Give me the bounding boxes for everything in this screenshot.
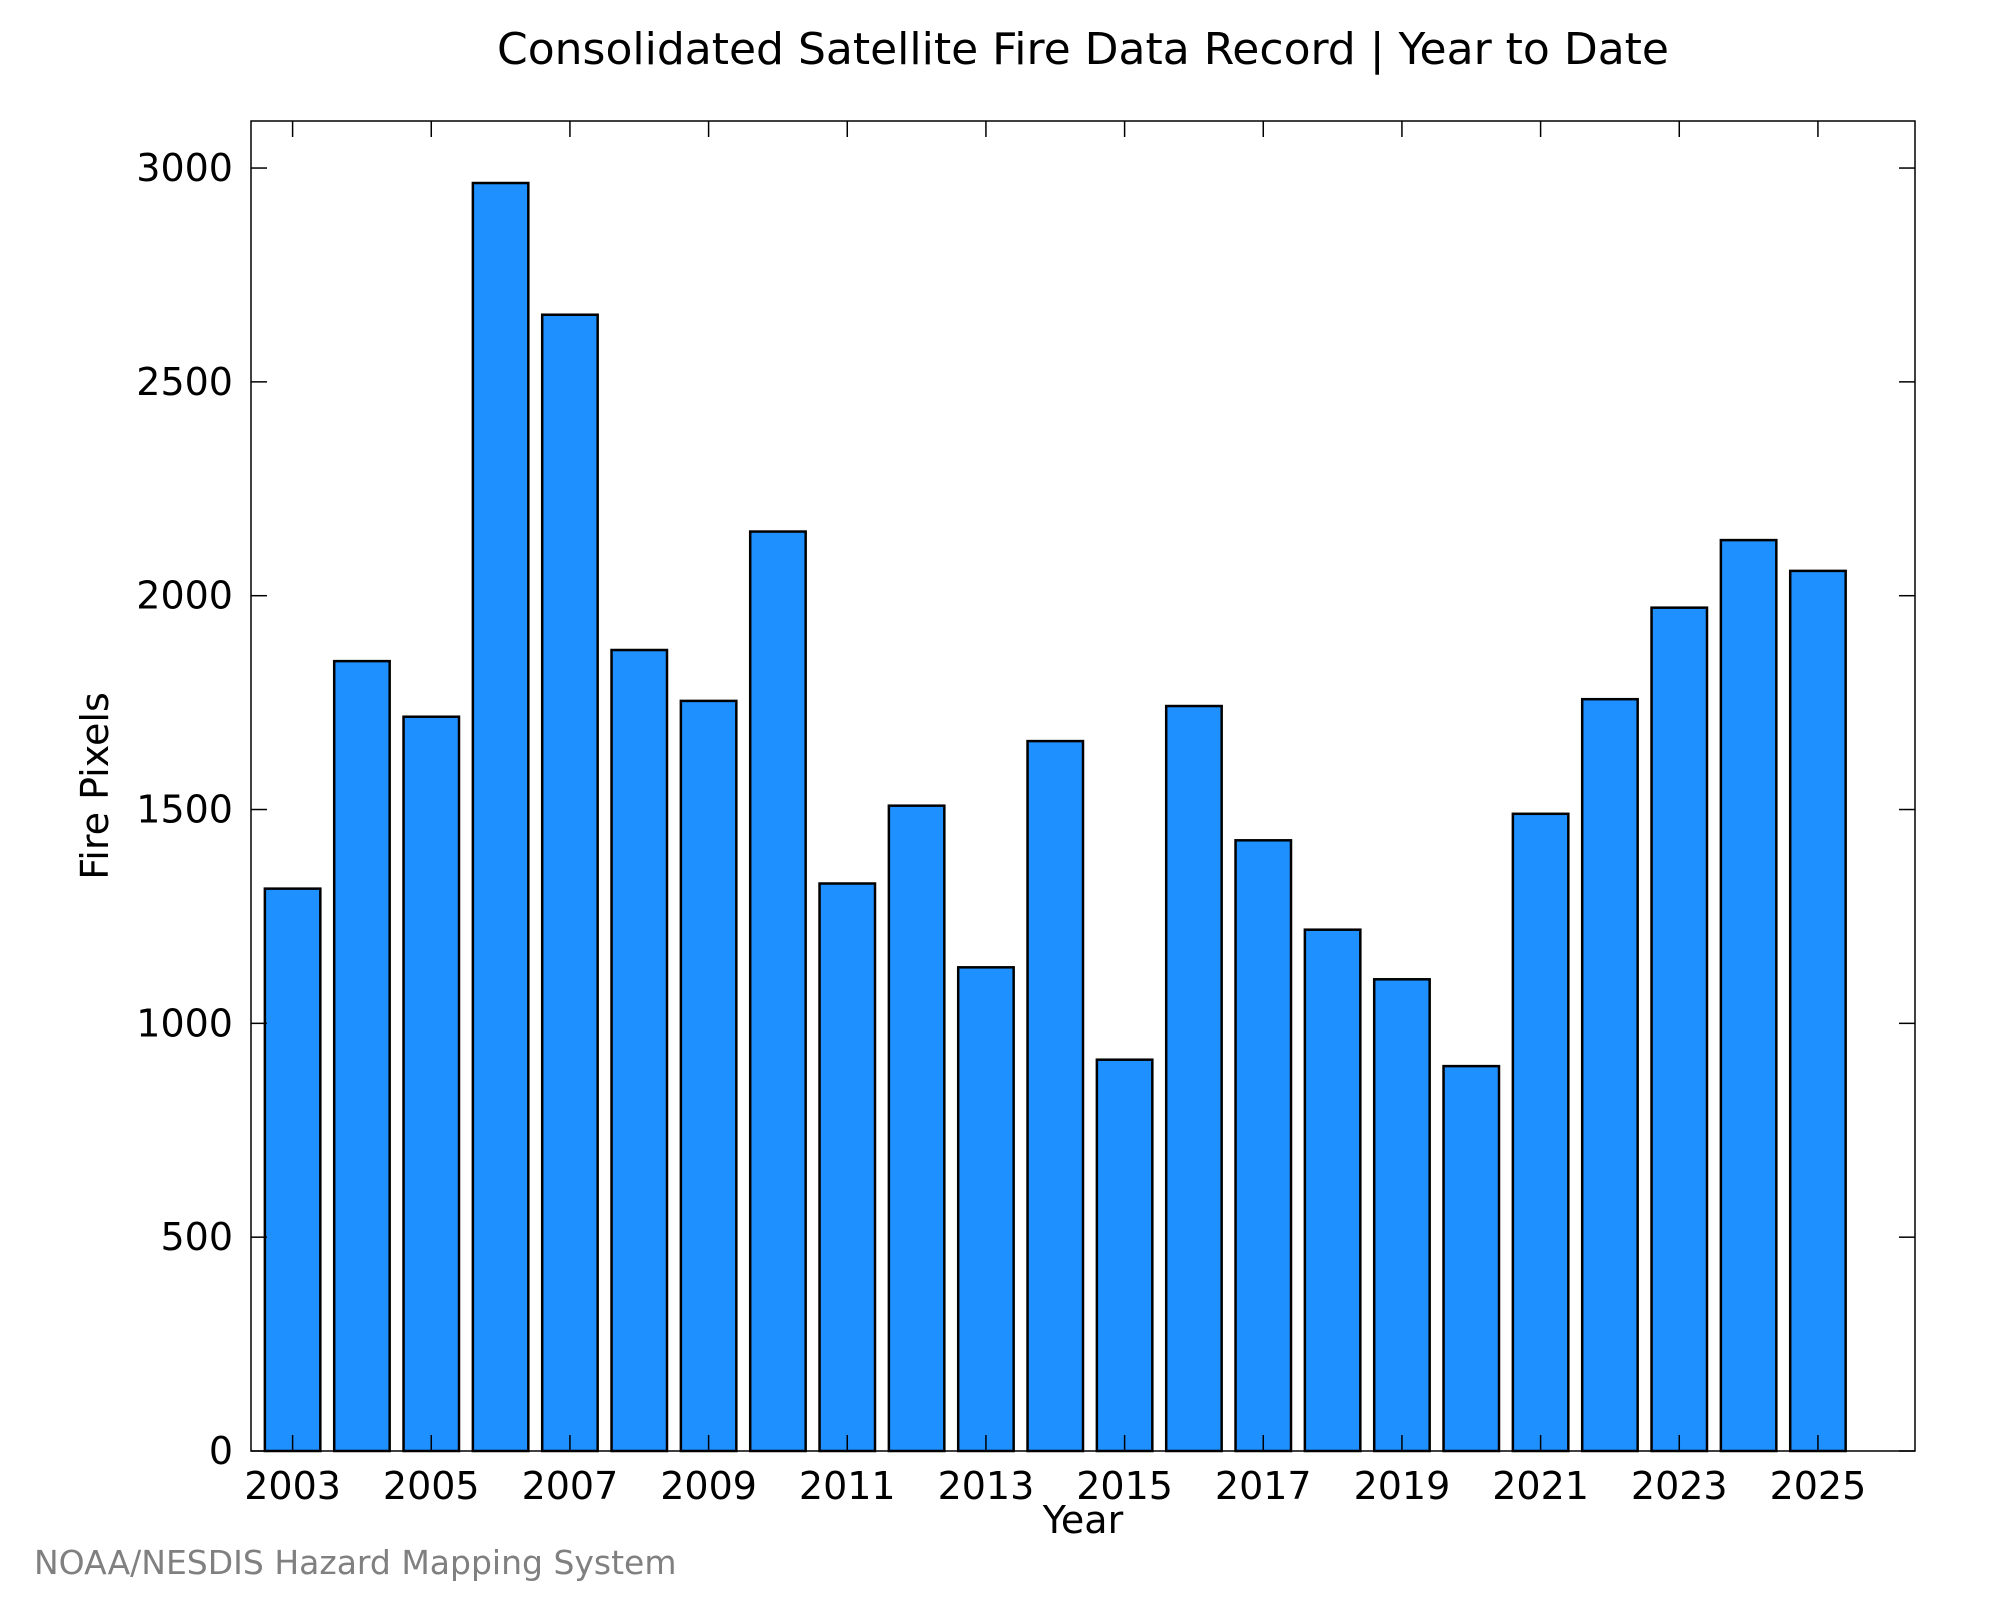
bar-2014	[1026, 739, 1085, 1453]
bar-2016	[1164, 704, 1223, 1453]
credit-text: NOAA/NESDIS Hazard Mapping System	[34, 1543, 677, 1582]
bar-2006	[471, 181, 530, 1453]
y-tick-label: 1500	[136, 788, 233, 832]
bar-2012	[887, 804, 946, 1453]
bar-2011	[818, 882, 877, 1453]
y-tick-label: 1000	[136, 1001, 233, 1045]
bar-2022	[1580, 697, 1639, 1453]
bar-2003	[263, 887, 322, 1453]
x-tick-label: 2019	[1354, 1464, 1451, 1508]
y-tick-label: 500	[160, 1215, 233, 1259]
x-tick-label: 2017	[1215, 1464, 1312, 1508]
plot-frame	[250, 120, 1916, 1452]
bar-2004	[332, 659, 391, 1453]
y-tick-label: 2500	[136, 360, 233, 404]
x-axis-label: Year	[1042, 1498, 1124, 1542]
y-tick-label: 2000	[136, 574, 233, 618]
tick-group: 0 500 1000 1500 2000 2500 3000 2003 2005 2007 2009…	[136, 121, 1915, 1508]
x-tick-label: 2013	[938, 1464, 1035, 1508]
bar-2005	[402, 715, 461, 1453]
bar-2013	[956, 966, 1015, 1453]
bar-2010	[748, 530, 807, 1453]
bar-2007	[540, 313, 599, 1453]
x-tick-label: 2025	[1770, 1464, 1867, 1508]
bar-2021	[1511, 812, 1570, 1453]
x-tick-label: 2011	[799, 1464, 896, 1508]
x-tick-label: 2005	[383, 1464, 480, 1508]
y-tick-label: 0	[209, 1429, 233, 1473]
bar-2020	[1442, 1064, 1501, 1453]
x-tick-label: 2015	[1076, 1464, 1173, 1508]
bar-group	[263, 181, 1847, 1453]
x-tick-label: 2023	[1631, 1464, 1728, 1508]
x-tick-label: 2007	[522, 1464, 619, 1508]
bar-2017	[1234, 839, 1293, 1453]
y-axis-label: Fire Pixels	[73, 692, 117, 880]
bar-2019	[1372, 978, 1431, 1453]
bar-2015	[1095, 1058, 1154, 1453]
y-tick-label: 3000	[136, 146, 233, 190]
bar-2025	[1788, 569, 1847, 1453]
chart-title: Consolidated Satellite Fire Data Record …	[497, 24, 1669, 75]
bar-2018	[1303, 928, 1362, 1453]
bar-2024	[1719, 538, 1778, 1453]
bar-2008	[610, 648, 669, 1453]
bar-2009	[679, 699, 738, 1453]
x-tick-label: 2003	[244, 1464, 341, 1508]
bar-2023	[1650, 606, 1709, 1453]
x-tick-label: 2009	[660, 1464, 757, 1508]
x-tick-label: 2021	[1492, 1464, 1589, 1508]
